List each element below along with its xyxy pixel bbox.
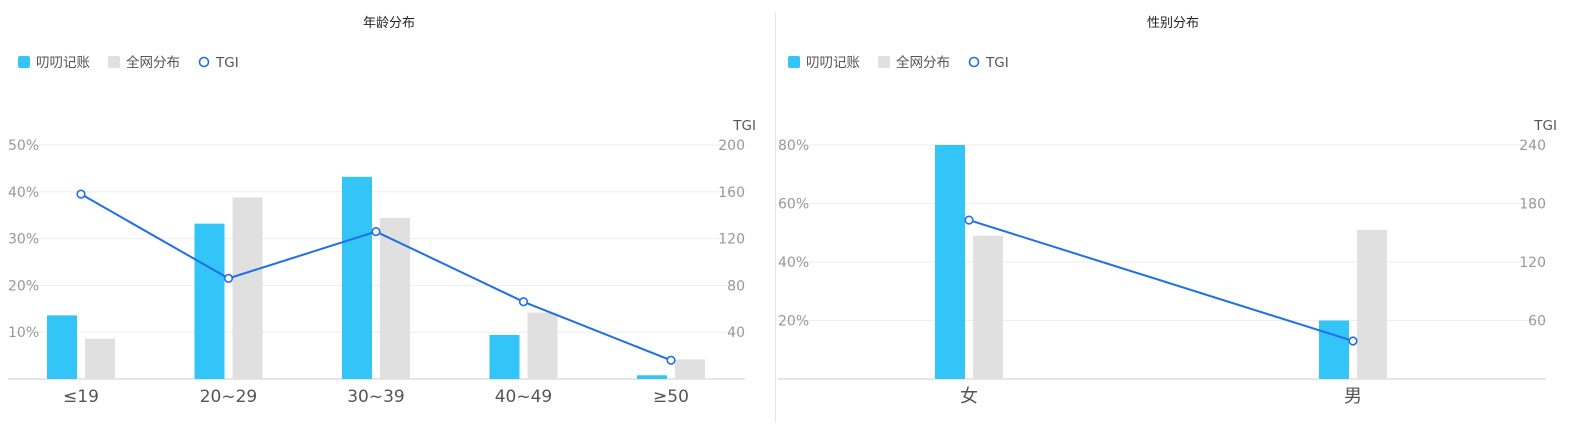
- legend-swatch-icon: [788, 56, 800, 68]
- category-label: 30~39: [347, 387, 405, 407]
- bar-secondary-1: [232, 197, 263, 379]
- bar-primary-3: [489, 335, 520, 379]
- tgi-point-0: [76, 189, 86, 199]
- right-tick-label: 60: [1528, 314, 1546, 330]
- right-axis-label: TGI: [1533, 118, 1557, 134]
- tgi-point-4: [666, 355, 676, 365]
- bar-secondary-0: [85, 338, 115, 379]
- right-tick-label: 120: [1519, 255, 1546, 271]
- tgi-point-0: [964, 215, 974, 225]
- legend-swatch-icon: [108, 56, 120, 68]
- tgi-line: [968, 219, 1354, 342]
- chart-title: 性别分布: [1147, 16, 1199, 31]
- category-label: 男: [1344, 386, 1362, 407]
- bar-primary-4: [637, 375, 667, 379]
- left-tick-label: 20%: [8, 278, 39, 294]
- legend-swatch-icon: [18, 56, 30, 68]
- tgi-point-3: [518, 297, 529, 307]
- tgi-line: [80, 193, 672, 362]
- left-tick-label: 40%: [778, 255, 809, 271]
- bar-secondary-0: [973, 235, 1003, 379]
- left-tick-label: 50%: [8, 138, 39, 154]
- bar-secondary-2: [380, 218, 410, 379]
- legend-item-1: 全网分布: [108, 54, 180, 71]
- panel-divider: [775, 12, 776, 422]
- category-label: 20~29: [200, 387, 258, 407]
- left-tick-label: 40%: [8, 185, 39, 201]
- legend-circle-icon: [968, 56, 980, 68]
- tgi-point-2: [371, 226, 381, 237]
- tgi-point-1: [1348, 336, 1358, 346]
- bar-secondary-1: [1357, 229, 1387, 379]
- legend-label: 全网分布: [126, 54, 180, 71]
- bar-primary-1: [1319, 320, 1349, 379]
- category-label: ≥50: [653, 387, 689, 407]
- legend-label: 叨叨记账: [806, 55, 860, 71]
- legend-item-2: TGI: [198, 55, 239, 71]
- right-tick-label: 240: [1519, 138, 1546, 154]
- left-tick-label: 20%: [778, 314, 809, 330]
- right-tick-label: 200: [718, 138, 745, 154]
- bar-primary-0: [935, 145, 965, 379]
- legend-label: 全网分布: [896, 54, 950, 71]
- bar-secondary-4: [675, 359, 705, 379]
- chart-title: 年龄分布: [363, 16, 415, 31]
- bar-primary-1: [194, 223, 225, 379]
- left-tick-label: 30%: [8, 232, 39, 248]
- right-axis-label: TGI: [732, 118, 756, 134]
- category-label: 40~49: [495, 387, 553, 407]
- category-label: ≤19: [63, 387, 99, 407]
- left-tick-label: 80%: [778, 138, 809, 154]
- legend-item-0: 叨叨记账: [18, 55, 90, 71]
- right-tick-label: 120: [718, 232, 745, 248]
- legend-label: 叨叨记账: [36, 55, 90, 71]
- bar-primary-2: [342, 176, 372, 379]
- right-tick-label: 80: [727, 278, 745, 294]
- right-tick-label: 40: [727, 325, 745, 341]
- legend-swatch-icon: [878, 56, 890, 68]
- right-tick-label: 160: [718, 185, 745, 201]
- category-label: 女: [960, 386, 978, 407]
- legend-label: TGI: [985, 55, 1009, 71]
- left-tick-label: 60%: [778, 197, 809, 213]
- right-tick-label: 180: [1519, 197, 1546, 213]
- left-tick-label: 10%: [8, 325, 39, 341]
- legend-label: TGI: [215, 55, 239, 71]
- legend-item-2: TGI: [968, 55, 1009, 71]
- bar-secondary-3: [527, 312, 558, 379]
- legend-item-1: 全网分布: [878, 54, 950, 71]
- legend-circle-icon: [198, 56, 210, 68]
- tgi-point-1: [223, 273, 234, 283]
- legend-item-0: 叨叨记账: [788, 55, 860, 71]
- bar-primary-0: [47, 315, 77, 379]
